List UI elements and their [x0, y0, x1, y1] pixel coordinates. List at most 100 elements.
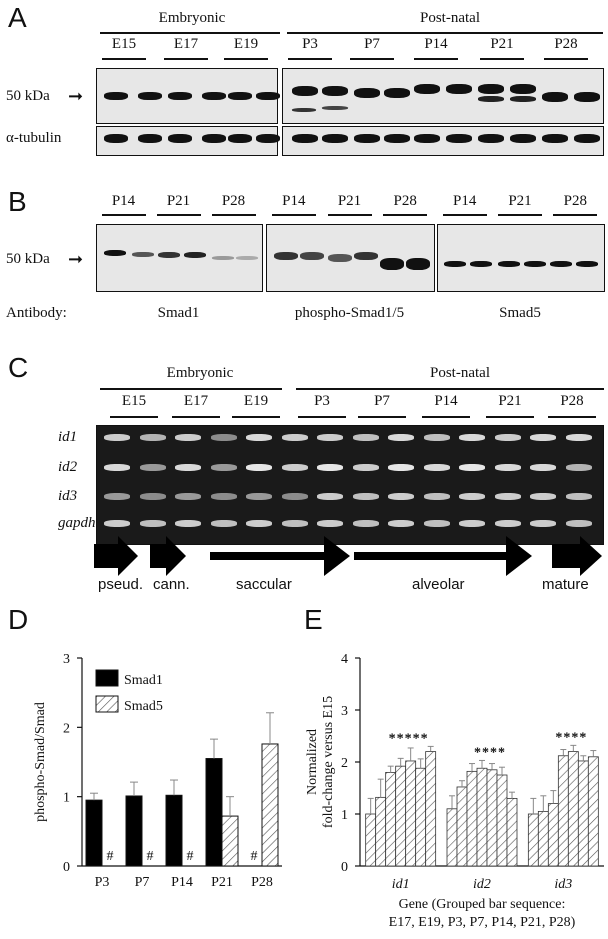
lane-bar-b-1-P21: [327, 214, 372, 216]
gel-band-id1-7: [352, 434, 379, 441]
band-a-post-6: [478, 84, 504, 94]
gel-band-id3-9: [423, 493, 450, 500]
hash-annotation: #: [187, 849, 194, 864]
lane-bar-a-E19: [224, 58, 268, 60]
bar-Smad5-P28: [261, 743, 279, 867]
gel-band-id2-11: [494, 464, 521, 471]
arrow-saccular: [210, 536, 350, 576]
gel-band-gapdh-3: [210, 520, 237, 527]
gel-row-label-id3: id3: [58, 488, 78, 504]
bar-id3-E17: [527, 813, 539, 867]
gel-band-id2-7: [352, 464, 379, 471]
stage-pseud: pseud.: [98, 576, 144, 593]
loading-control-label: α-tubulin: [6, 130, 62, 146]
y-tick-label: 1: [341, 808, 348, 823]
band-a-emb-4: [228, 92, 252, 100]
gel-band-gapdh-13: [565, 520, 592, 527]
panel-c-letter: C: [8, 352, 29, 383]
bar-id3-P14: [567, 751, 579, 867]
gel-band-id2-3: [210, 464, 237, 471]
gel-band-id1-8: [388, 434, 414, 441]
gel-band-id2-5: [281, 464, 308, 471]
lane-bar-c-P28: [548, 416, 596, 418]
lane-label-c-E19: E19: [243, 393, 269, 409]
gel-band-id3-5: [281, 493, 308, 500]
band-a-tub-post-3: [384, 134, 410, 143]
gel-band-id1-5: [281, 434, 308, 441]
gel-band-id3-4: [246, 493, 272, 500]
gel-band-id2-6: [317, 464, 343, 471]
gel-band-gapdh-1: [139, 520, 166, 527]
significance-stars: *****: [389, 731, 429, 746]
gel-band-id2-4: [246, 464, 272, 471]
y-tick-label: 1: [63, 791, 70, 806]
band-b-smad5-5: [576, 261, 598, 267]
lane-label-b-1-P28: P28: [393, 193, 417, 209]
x-tick-label: P28: [251, 875, 273, 890]
lane-bar-a-P14: [414, 58, 458, 60]
band-a-tub-post-6: [478, 134, 504, 143]
band-a-post-5: [446, 84, 472, 94]
lane-bar-c-E15: [110, 416, 158, 418]
panel-b-letter: B: [8, 186, 27, 217]
band-b-psmad-3: [354, 252, 378, 260]
band-a-post-1: [322, 86, 348, 96]
panel-e-letter: E: [304, 604, 323, 635]
significance-stars: ****: [474, 745, 506, 760]
gel-band-id2-12: [530, 464, 556, 471]
bar-id3-P21: [577, 760, 589, 867]
gel-c: [96, 425, 604, 545]
blot-b-smad1: [96, 224, 263, 292]
bar-id1-E19: [375, 796, 387, 867]
bar-id1-P3: [385, 771, 397, 867]
lane-label-a-E17: E17: [173, 36, 199, 52]
band-a-tub-post-0: [292, 134, 318, 143]
band-a-tub-post-7: [510, 134, 536, 143]
lane-bar-b-2-P14: [442, 214, 487, 216]
band-b-smad5-4: [550, 261, 572, 267]
band-a-tub-post-4: [414, 134, 440, 143]
lane-bar-b-2-P28: [553, 214, 598, 216]
marker-50kda-b: 50 kDa: [6, 251, 50, 267]
bar-id1-P28: [425, 751, 437, 867]
arrow-pseudoglandular: [94, 536, 138, 576]
band-a-tub-emb-0: [104, 134, 128, 143]
gel-band-id1-12: [530, 434, 556, 441]
chart-d: 0 1 2 3 phospho-Smad/Smad P3 P7 P14 P21 P28 # # # # Sm…: [33, 652, 282, 890]
bar-Smad1-P7: [125, 795, 143, 867]
bar-id1-P7: [395, 765, 407, 867]
band-a-emb-1: [138, 92, 162, 100]
gel-band-id1-10: [459, 434, 485, 441]
stage-cann: cann.: [153, 576, 190, 593]
x-tick-label: P3: [95, 875, 110, 890]
band-b-psmad-5: [406, 258, 430, 270]
band-a-emb-2: [168, 92, 192, 100]
lane-label-c-P28: P28: [560, 393, 584, 409]
lane-label-b-1-P14: P14: [282, 193, 306, 209]
band-a-tub-emb-2: [168, 134, 192, 143]
band-b-smad5-0: [444, 261, 466, 267]
bar-id2-P3: [466, 770, 478, 867]
band-a-emb-3: [202, 92, 226, 100]
band-b-smad1-1: [132, 252, 154, 257]
lane-label-b-2-P14: P14: [452, 193, 477, 209]
gel-band-id2-9: [423, 464, 450, 471]
bar-id2-E17: [446, 808, 458, 867]
band-a-post2-6: [478, 96, 504, 102]
stage-alveolar: alveolar: [412, 576, 465, 593]
lane-bar-c-E17: [172, 416, 220, 418]
x-tick-label: P14: [171, 875, 193, 890]
band-a-emb-0: [104, 92, 128, 100]
legend-label-Smad1: Smad1: [124, 673, 163, 688]
band-b-smad5-2: [498, 261, 520, 267]
panel-a-letter: A: [8, 2, 27, 33]
marker-50kda-a: 50 kDa: [6, 88, 50, 104]
y-tick-label: 4: [341, 652, 348, 667]
group-postnatal-line-c: [296, 388, 604, 390]
group-postnatal-label-c: Post-natal: [430, 365, 490, 381]
gel-band-gapdh-9: [423, 520, 450, 527]
band-b-smad1-0: [104, 250, 126, 256]
lane-bar-b-1-P14: [271, 214, 316, 216]
band-a-tub-post-5: [446, 134, 472, 143]
lane-label-c-E17: E17: [183, 393, 209, 409]
